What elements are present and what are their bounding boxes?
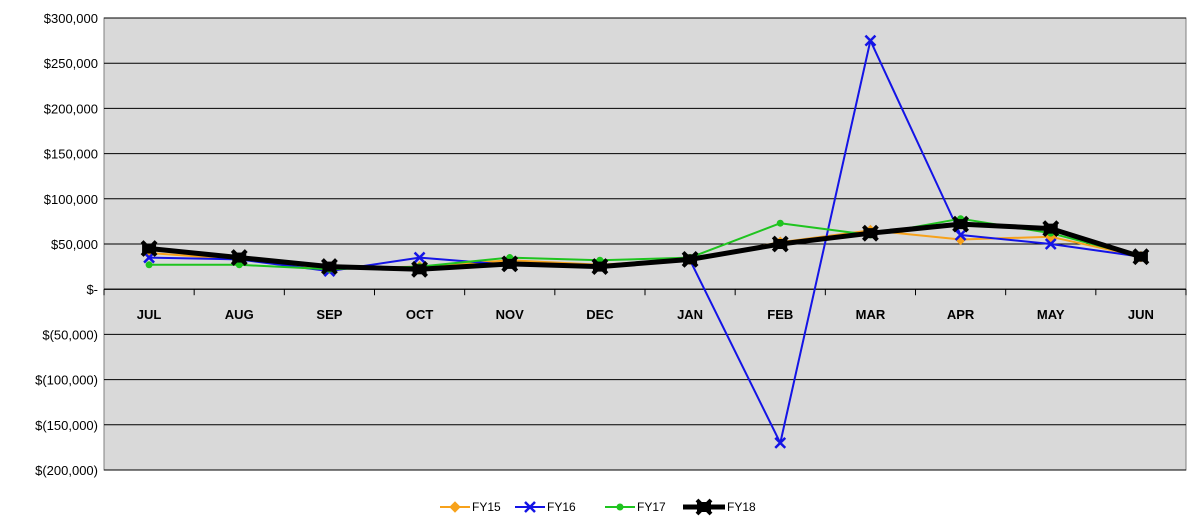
square-marker [502, 258, 517, 269]
marker-FY18 [591, 258, 609, 276]
diamond-marker [449, 501, 461, 513]
square-marker [863, 228, 878, 239]
square-marker [592, 261, 607, 272]
square-marker [232, 252, 247, 263]
square-marker [412, 264, 427, 275]
y-tick-label: $250,000 [44, 56, 98, 71]
square-marker [142, 243, 157, 254]
dot-marker [145, 261, 153, 269]
x-axis-tick-labels: JUL AUG SEP OCT NOV DEC JAN FEB MAR APR MAY JUN [137, 307, 1154, 322]
x-tick-label: AUG [225, 307, 254, 322]
square-marker [683, 254, 698, 265]
y-tick-label: $100,000 [44, 192, 98, 207]
x-tick-label: MAR [856, 307, 886, 322]
series-line-FY18 [148, 221, 1142, 272]
marker-FY17 [145, 261, 153, 269]
marker-FY18 [771, 235, 789, 253]
dot-marker [776, 219, 784, 227]
legend-label: FY18 [727, 500, 756, 514]
marker-FY18 [695, 498, 713, 516]
square-marker [1043, 223, 1058, 234]
marker-FY18 [140, 240, 158, 257]
x-tick-label: DEC [586, 307, 614, 322]
y-tick-label: $(150,000) [35, 418, 98, 433]
x-marker [1044, 238, 1057, 250]
x-tick-label: APR [947, 307, 975, 322]
y-tick-label: $50,000 [51, 237, 98, 252]
marker-FY17 [776, 219, 784, 227]
x-marker [864, 34, 877, 47]
series-FY18 [140, 215, 1150, 278]
legend-label: FY17 [637, 500, 666, 514]
square-marker [697, 502, 711, 512]
dot-marker [616, 503, 624, 511]
x-marker [774, 436, 787, 449]
marker-FY18 [681, 250, 699, 268]
marker-FY18 [1132, 248, 1150, 266]
square-marker [773, 239, 788, 249]
square-marker [1133, 251, 1148, 262]
marker-FY17 [235, 261, 243, 269]
x-tick-label: SEP [316, 307, 342, 322]
marker-FY18 [862, 224, 879, 242]
marker-FY18 [952, 215, 969, 233]
marker-FY16 [774, 436, 787, 449]
square-marker [322, 261, 337, 272]
marker-FY18 [411, 260, 428, 278]
legend: FY15 FY16 FY17 FY18 [440, 498, 756, 516]
x-tick-label: JAN [677, 307, 703, 322]
x-tick-label: JUN [1128, 307, 1154, 322]
marker-FY18 [230, 249, 248, 266]
y-tick-label: $(100,000) [35, 373, 98, 388]
marker-FY18 [501, 255, 519, 273]
dot-marker [235, 261, 243, 269]
y-tick-label: $200,000 [44, 101, 98, 116]
legend-item-FY16: FY16 [515, 500, 576, 514]
marker-FY16 [524, 501, 536, 513]
legend-label: FY16 [547, 500, 576, 514]
square-marker [953, 219, 968, 230]
x-tick-label: NOV [496, 307, 525, 322]
x-axis [103, 288, 1187, 296]
legend-label: FY15 [472, 500, 501, 514]
marker-FY16 [1044, 238, 1057, 250]
x-tick-label: JUL [137, 307, 162, 322]
x-tick-label: FEB [767, 307, 793, 322]
series-line-FY17 [149, 217, 1142, 271]
series-lines [140, 34, 1150, 449]
x-tick-label: OCT [406, 307, 434, 322]
x-tick-label: MAY [1037, 307, 1065, 322]
x-marker [413, 251, 426, 264]
marker-FY18 [1042, 220, 1060, 238]
x-marker [524, 501, 536, 513]
legend-item-FY18: FY18 [683, 498, 756, 516]
marker-FY15 [449, 501, 461, 513]
x-marker [954, 229, 967, 241]
marker-FY17 [616, 503, 624, 511]
y-axis-tick-labels: $300,000 $250,000 $200,000 $150,000 $100,000… [35, 11, 98, 478]
y-tick-label: $(50,000) [42, 327, 98, 342]
marker-FY16 [413, 251, 426, 264]
legend-item-FY17: FY17 [605, 500, 666, 514]
y-tick-label: $(200,000) [35, 463, 98, 478]
y-tick-label: $- [86, 282, 98, 297]
y-tick-label: $150,000 [44, 147, 98, 162]
marker-FY16 [954, 229, 967, 241]
legend-item-FY15: FY15 [440, 500, 501, 514]
y-tick-label: $300,000 [44, 11, 98, 26]
marker-FY16 [864, 34, 877, 47]
marker-FY18 [321, 258, 338, 276]
